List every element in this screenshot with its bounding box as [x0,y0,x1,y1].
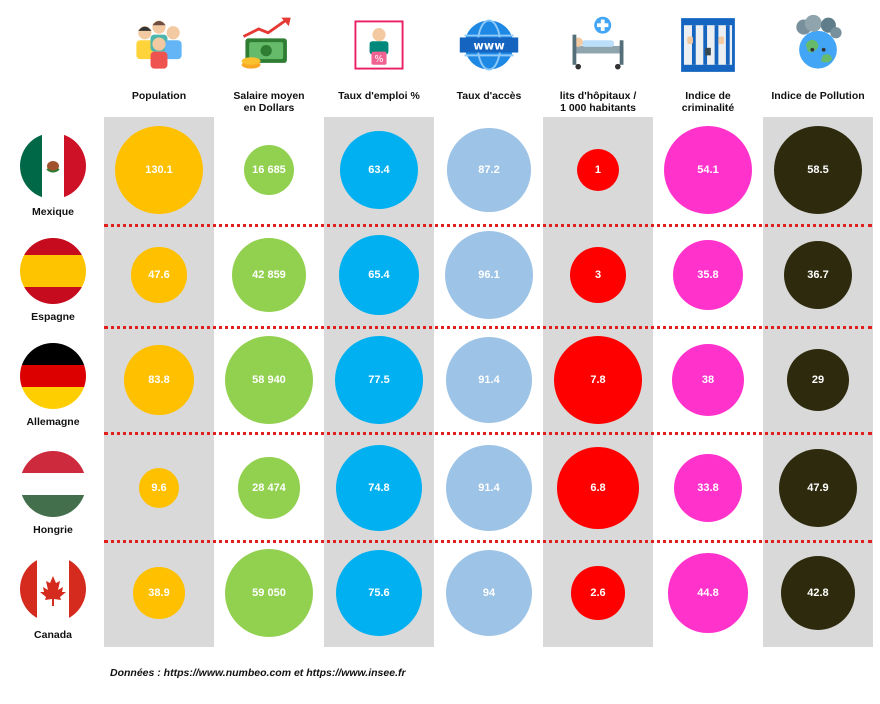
column-header-line: Salaire moyen [233,90,305,102]
column-header-line: Taux d'accès [456,90,522,102]
value-bubble: 38 [671,343,745,417]
column-header-line: Taux d'emploi % [338,90,420,102]
value-bubble: 87.2 [447,128,531,212]
value-bubble: 47.6 [131,247,187,303]
svg-text:%: % [375,54,384,65]
country-label: Canada [34,629,72,641]
column-header-pollution: Indice de Pollution [763,90,873,102]
value-bubble: 16 685 [243,144,295,196]
value-bubble: 83.8 [124,345,194,415]
value-bubble: 91.4 [446,445,532,531]
value-bubble: 75.6 [335,549,423,637]
value-bubble: 65.4 [339,235,419,315]
globe-www-icon: www [454,12,524,78]
svg-text:www: www [473,40,505,53]
value-bubble: 42 859 [232,238,306,312]
value-bubble: 33.8 [673,453,743,523]
row-separator [104,432,872,435]
polluted-earth-icon [783,12,853,78]
column-header-line: criminalité [681,102,735,114]
hungary-flag-icon [20,451,86,517]
mexico-flag-icon [20,133,86,199]
value-bubble: 96.1 [445,231,533,319]
country-label: Espagne [31,311,75,323]
value-bubble: 47.9 [778,448,858,528]
column-header-lits: lits d'hôpitaux /1 000 habitants [543,90,653,114]
prison-bars-icon [673,12,743,78]
value-bubble: 29 [787,349,849,411]
row-separator [104,326,872,329]
value-bubble: 63.4 [339,130,419,210]
value-bubble: 58 940 [225,336,313,424]
spain-flag-icon [20,238,86,304]
value-bubble: 74.8 [335,444,423,532]
value-bubble: 130.1 [115,126,203,214]
column-header-population: Population [104,90,214,102]
value-bubble: 58.5 [774,126,862,214]
value-bubble: 59 050 [225,549,313,637]
column-header-acces: Taux d'accès [434,90,544,102]
value-bubble: 44.8 [668,553,748,633]
row-separator [104,224,872,227]
country-label: Hongrie [33,524,73,536]
value-bubble: 38.9 [133,567,185,619]
value-bubble: 94 [445,549,533,637]
column-header-salaire: Salaire moyen en Dollars [214,90,324,114]
value-bubble: 35.8 [672,239,744,311]
people-icon [124,12,194,78]
value-bubble: 28 474 [238,457,300,519]
value-bubble: 54.1 [664,126,752,214]
value-bubble: 42.8 [780,555,855,630]
column-header-line: Indice de Pollution [771,90,865,102]
value-bubble: 77.5 [335,336,423,424]
column-header-line: lits d'hôpitaux / [559,90,637,102]
column-header-line: Indice de [685,90,731,102]
row-separator [104,540,872,543]
value-bubble: 7.8 [554,336,642,424]
column-header-line: en Dollars [243,102,295,114]
column-header-emploi: Taux d'emploi % [324,90,434,102]
germany-flag-icon [20,343,86,409]
canada-flag-icon [20,556,86,622]
value-bubble: 1 [576,148,620,192]
value-bubble: 2.6 [571,566,625,620]
source-note: Données : https://www.numbeo.com et http… [110,667,406,679]
column-header-crime: Indice de criminalité [653,90,763,114]
value-bubble: 3 [570,247,626,303]
value-bubble: 91.4 [446,337,532,423]
value-bubble: 9.6 [139,468,179,508]
hospital-bed-icon [563,12,633,78]
money-growth-icon [234,12,304,78]
country-label: Mexique [31,206,74,218]
column-header-line: Population [131,90,187,102]
country-label: Allemagne [26,416,80,428]
value-bubble: 6.8 [557,447,639,529]
value-bubble: 36.7 [783,240,853,310]
employment-icon: % [344,12,414,78]
column-header-line: 1 000 habitants [560,102,636,114]
